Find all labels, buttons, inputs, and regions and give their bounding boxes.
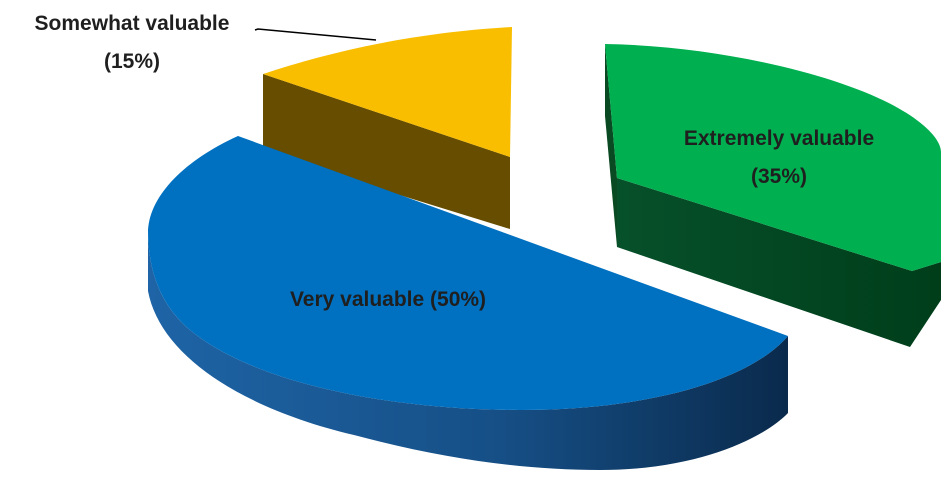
slice-extremely-valuable-top	[605, 44, 941, 271]
slice-somewhat-valuable-top	[263, 27, 512, 157]
leader-line-somewhat	[254, 28, 377, 41]
slice-extremely-valuable-inner-side	[605, 44, 617, 247]
label-very: Very valuable (50%)	[290, 288, 486, 311]
label-somewhat-line2: (15%)	[104, 50, 160, 73]
slice-extremely-valuable	[605, 44, 941, 347]
label-extremely-line1: Extremely valuable	[684, 127, 874, 150]
slice-very-valuable	[148, 136, 788, 470]
slice-somewhat-valuable-side	[263, 74, 510, 229]
slice-very-valuable-side	[148, 230, 788, 470]
label-somewhat-line1: Somewhat valuable	[35, 12, 230, 35]
slice-somewhat-valuable	[263, 27, 512, 229]
label-extremely-line2: (35%)	[751, 165, 807, 188]
slice-very-valuable-top	[148, 136, 788, 410]
slice-extremely-valuable-front-side	[617, 178, 941, 347]
